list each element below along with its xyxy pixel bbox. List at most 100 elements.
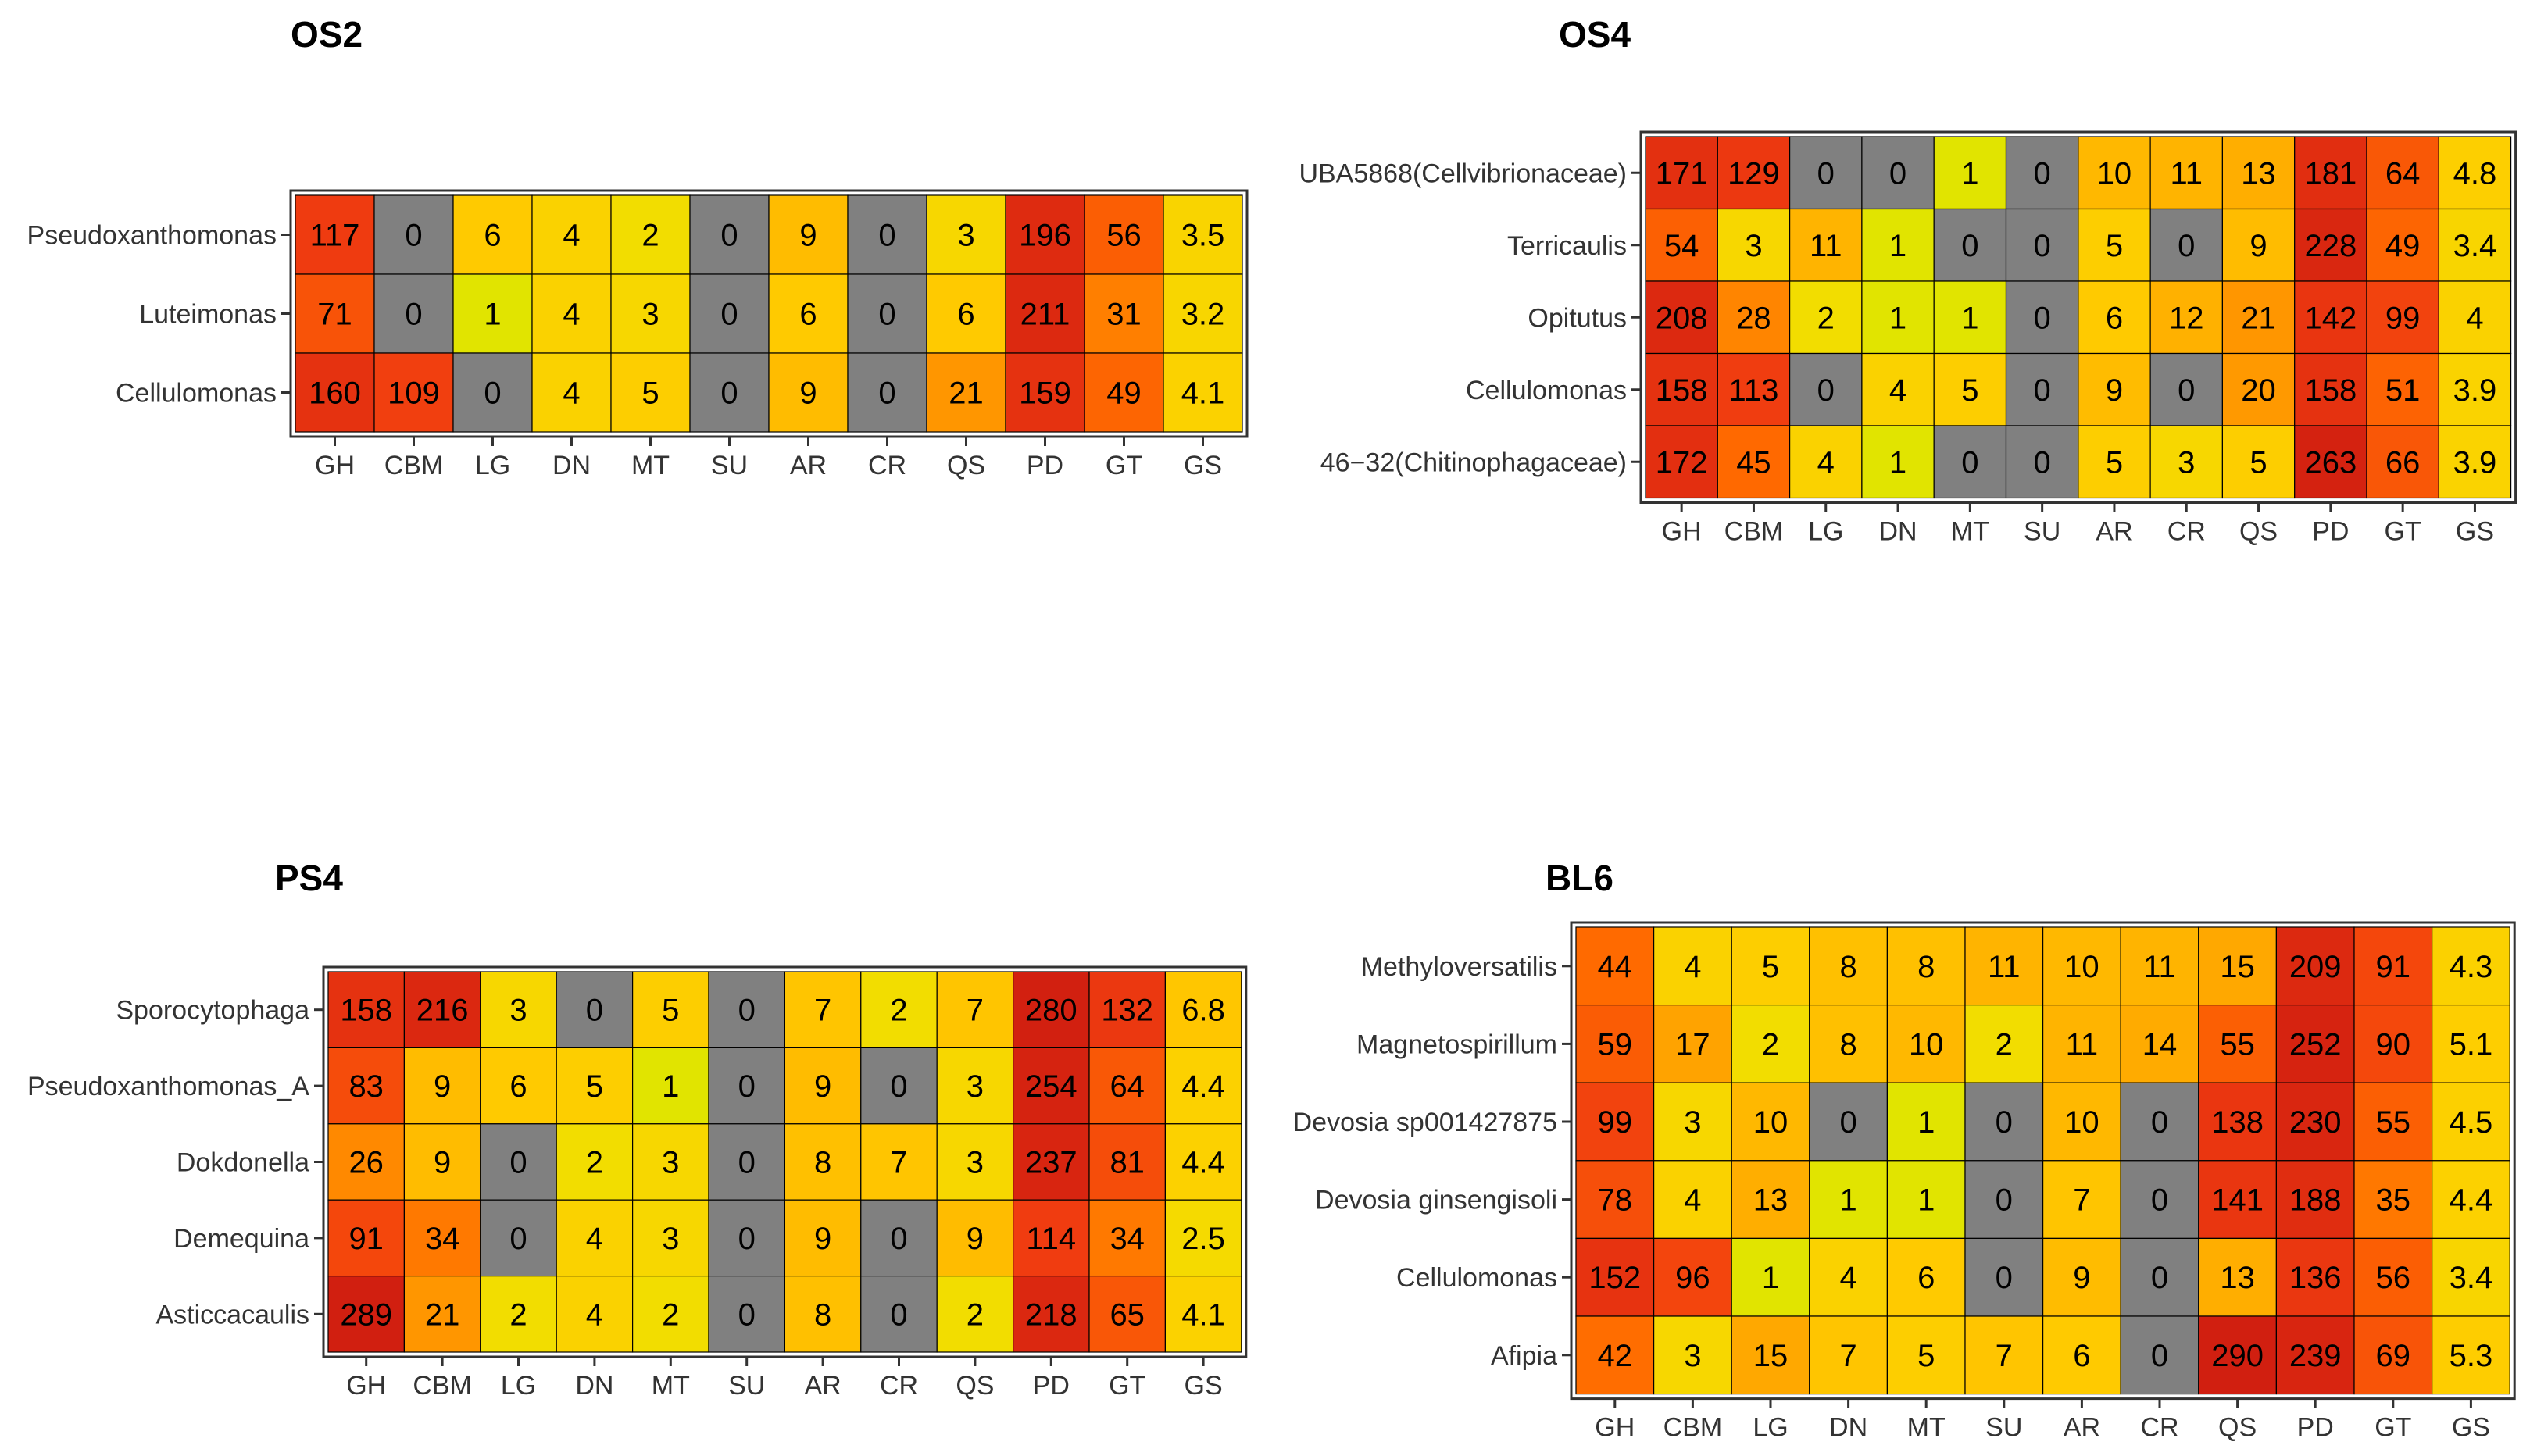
heatmap-cell (1653, 1237, 1732, 1317)
heatmap-cell (631, 1123, 709, 1201)
cell-value: 3 (1745, 229, 1762, 263)
heatmap-cell (373, 194, 454, 275)
column-label: LG (1753, 1413, 1788, 1443)
column-label: CBM (384, 451, 444, 480)
heatmap-cell (2366, 280, 2439, 355)
cell-value: 0 (484, 376, 501, 411)
cell-value: 0 (720, 219, 738, 253)
heatmap-cell (556, 1047, 634, 1125)
heatmap-cell (556, 971, 634, 1049)
cell-value: 66 (2385, 445, 2421, 480)
heatmap-cell (1012, 971, 1090, 1049)
cell-value: 0 (1817, 156, 1835, 191)
cell-value: 8 (814, 1297, 831, 1332)
cell-value: 64 (1110, 1069, 1145, 1104)
cell-value: 7 (967, 994, 984, 1028)
cell-value: 15 (1753, 1339, 1789, 1373)
cell-value: 158 (340, 994, 392, 1028)
heatmap-cell (936, 1047, 1014, 1125)
row-label: Sporocytophaga (116, 996, 309, 1026)
cell-value: 4.8 (2453, 156, 2497, 191)
cell-value: 99 (1598, 1105, 1633, 1140)
heatmap-cell (784, 1275, 862, 1353)
row-label: Cellulomonas (1396, 1263, 1557, 1293)
cell-value: 1 (1889, 229, 1906, 263)
cell-value: 113 (1729, 373, 1779, 408)
heatmap-cell (295, 352, 375, 433)
column-label: DN (552, 451, 591, 480)
cell-value: 208 (1656, 301, 1708, 335)
heatmap-cell (1084, 352, 1164, 433)
heatmap-cell (2078, 425, 2151, 499)
cell-value: 90 (2376, 1027, 2411, 1062)
cell-value: 8 (1839, 1027, 1856, 1062)
cell-value: 239 (2289, 1339, 2342, 1373)
cell-value: 0 (890, 1222, 907, 1256)
heatmap-cell (2366, 425, 2439, 499)
cell-value: 4 (563, 219, 580, 253)
cell-value: 5 (1961, 373, 1978, 408)
cell-value: 3 (957, 219, 974, 253)
cell-value: 11 (1988, 950, 2021, 984)
heatmap-cell (327, 1047, 406, 1125)
cell-value: 12 (2169, 301, 2204, 335)
heatmap-cell (784, 1047, 862, 1125)
heatmap-cell (2149, 136, 2224, 210)
column-label: GT (1106, 451, 1142, 480)
heatmap-cell (2120, 1237, 2199, 1317)
column-label: CBM (1724, 517, 1784, 547)
cell-value: 4 (586, 1222, 603, 1256)
cell-value: 132 (1101, 994, 1153, 1028)
cell-value: 31 (1106, 298, 1142, 332)
heatmap-cell (1005, 273, 1085, 354)
heatmap-cell (926, 273, 1006, 354)
heatmap-cell (1164, 1123, 1242, 1201)
heatmap-cell (708, 971, 786, 1049)
heatmap-cell (1933, 352, 2007, 426)
cell-value: 6 (2073, 1339, 2090, 1373)
heatmap-cell (480, 1275, 557, 1353)
heatmap-cell (1964, 1004, 2044, 1083)
heatmap-cell (480, 1047, 557, 1125)
cell-value: 129 (1728, 156, 1780, 191)
heatmap-cell (1164, 971, 1242, 1049)
cell-value: 7 (814, 994, 831, 1028)
heatmap-cell (1645, 136, 1718, 210)
heatmap-cell (1575, 1160, 1655, 1240)
heatmap-cell (860, 1199, 938, 1277)
heatmap-cell (452, 194, 533, 275)
heatmap-cell (556, 1275, 634, 1353)
cell-value: 91 (348, 1222, 384, 1256)
row-label: Cellulomonas (1466, 376, 1627, 405)
heatmap-cell (2221, 280, 2296, 355)
cell-value: 11 (2170, 156, 2203, 191)
cell-value: 55 (2220, 1027, 2255, 1062)
cell-value: 45 (1736, 445, 1771, 480)
cell-value: 0 (2034, 229, 2051, 263)
cell-value: 5 (2106, 445, 2123, 480)
cell-value: 141 (2211, 1183, 2264, 1218)
cell-value: 2 (662, 1297, 679, 1332)
cell-value: 0 (2151, 1261, 2168, 1295)
cell-value: 21 (425, 1297, 460, 1332)
cell-value: 8 (1917, 950, 1935, 984)
cell-value: 6 (799, 298, 817, 332)
heatmap-cell (556, 1199, 634, 1277)
cell-value: 11 (1810, 229, 1842, 263)
cell-value: 44 (1598, 950, 1633, 984)
cell-value: 0 (738, 1146, 756, 1180)
cell-value: 254 (1025, 1069, 1077, 1104)
cell-value: 3 (967, 1069, 984, 1104)
cell-value: 10 (1909, 1027, 1944, 1062)
heatmap-cell (1163, 194, 1243, 275)
cell-value: 4 (1817, 445, 1835, 480)
panel-frame (1570, 921, 2516, 1401)
heatmap-cell (2221, 425, 2296, 499)
cell-value: 142 (2304, 301, 2357, 335)
heatmap-cell (936, 971, 1014, 1049)
cell-value: 8 (814, 1146, 831, 1180)
heatmap-cell (2221, 136, 2296, 210)
column-label: MT (631, 451, 670, 480)
cell-value: 4 (1889, 373, 1906, 408)
